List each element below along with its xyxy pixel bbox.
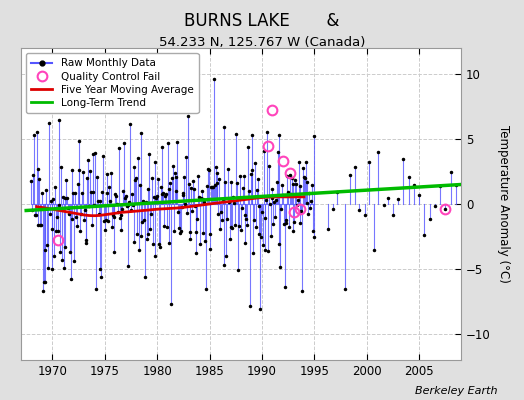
Text: Berkeley Earth: Berkeley Earth xyxy=(416,386,498,396)
Text: BURNS LAKE       &: BURNS LAKE & xyxy=(184,12,340,30)
Legend: Raw Monthly Data, Quality Control Fail, Five Year Moving Average, Long-Term Tren: Raw Monthly Data, Quality Control Fail, … xyxy=(26,53,199,113)
Text: 54.233 N, 125.767 W (Canada): 54.233 N, 125.767 W (Canada) xyxy=(159,36,365,49)
Y-axis label: Temperature Anomaly (°C): Temperature Anomaly (°C) xyxy=(497,125,510,283)
